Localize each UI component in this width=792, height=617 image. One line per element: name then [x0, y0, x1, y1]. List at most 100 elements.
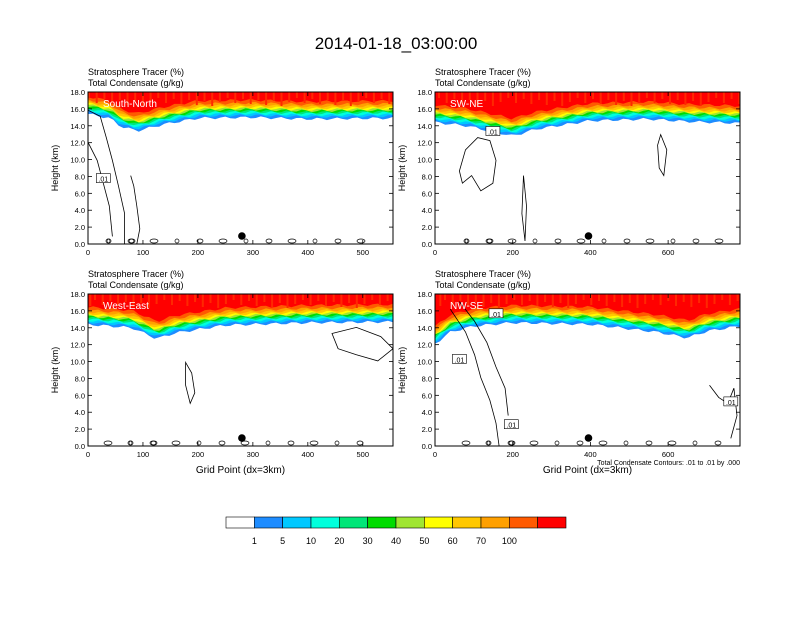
- surface-contour: [312, 238, 318, 244]
- contour-label: .01: [455, 357, 465, 364]
- tracer-streak: [630, 92, 633, 106]
- tracer-streak: [89, 294, 92, 306]
- y-tick-label: 14.0: [70, 122, 85, 131]
- surface-contour: [218, 238, 228, 244]
- panel-west-east: West-East Stratosphere Tracer (%)Total Co…: [50, 269, 394, 476]
- plot-frame: [434, 91, 741, 245]
- tracer-streak: [459, 294, 462, 301]
- tracer-band-11: [435, 294, 740, 326]
- subtitle-condensate: Total Condensate (g/kg): [435, 78, 531, 88]
- tracer-streak: [482, 294, 485, 307]
- y-tick-label: 0.0: [422, 442, 432, 451]
- subtitle-condensate: Total Condensate (g/kg): [88, 78, 184, 88]
- surface-contour: [334, 238, 342, 244]
- tracer-streak: [661, 92, 664, 99]
- tracer-streak: [126, 92, 129, 105]
- surface-contour: [486, 238, 494, 244]
- tracer-streak: [303, 92, 306, 103]
- x-tick-label: 200: [192, 450, 205, 459]
- tracer-streak: [132, 294, 135, 307]
- tracer-streak: [141, 92, 144, 106]
- condensate-contour-1: [185, 360, 196, 405]
- surface-contour: [171, 440, 181, 446]
- x-tick-label: 200: [192, 248, 205, 257]
- plot-frame: [87, 293, 394, 447]
- tracer-streak: [295, 92, 298, 98]
- tracer-streak: [551, 294, 554, 307]
- surface-contour: [576, 238, 586, 244]
- x-tick-label: 0: [433, 248, 437, 257]
- colorbar-label: 50: [419, 536, 429, 546]
- tracer-streak: [644, 294, 647, 304]
- tracer-streak: [155, 294, 158, 304]
- tracer-streak: [682, 294, 685, 302]
- tracer-streak: [209, 294, 212, 303]
- tracer-streak: [439, 294, 442, 306]
- subtitle-tracer: Stratosphere Tracer (%): [435, 67, 531, 77]
- tracer-streak: [605, 294, 608, 306]
- x-tick-label: 0: [433, 450, 437, 459]
- tracer-streak: [349, 92, 352, 106]
- tracer-band-11: [88, 294, 393, 322]
- surface-contour: [265, 238, 273, 244]
- colorbar-label: 70: [476, 536, 486, 546]
- tracer-streak: [165, 92, 167, 103]
- contour-label-box: [723, 396, 739, 407]
- y-tick-label: 16.0: [417, 105, 432, 114]
- subtitle-tracer: Stratosphere Tracer (%): [88, 269, 184, 279]
- surface-contour: [174, 238, 180, 244]
- tracer-streak: [613, 294, 616, 302]
- surface-contour: [309, 440, 319, 446]
- condensate-contour-2: [459, 301, 509, 416]
- surface-contour: [714, 238, 724, 244]
- surface-contour: [149, 238, 159, 244]
- tracer-streak: [286, 294, 289, 308]
- y-tick-label: 0.0: [75, 240, 85, 249]
- y-tick-label: 18.0: [70, 290, 85, 299]
- tracer-streak: [203, 92, 206, 101]
- location-marker: [584, 232, 593, 240]
- contour-label-box: [503, 419, 519, 430]
- y-tick-label: 12.0: [417, 139, 432, 148]
- surface-contour: [218, 440, 226, 446]
- tracer-streak: [484, 92, 487, 101]
- tracer-streak: [715, 92, 718, 98]
- surface-contour: [645, 238, 655, 244]
- tracer-streak: [721, 294, 724, 300]
- surface-contour: [692, 238, 700, 244]
- tracer-streak: [232, 294, 235, 300]
- x-tick-label: 600: [662, 450, 675, 459]
- tracer-streak: [334, 92, 337, 105]
- tracer-streak: [325, 294, 327, 306]
- surface-contour: [106, 238, 112, 244]
- y-tick-label: 18.0: [70, 88, 85, 97]
- tracer-streak: [288, 92, 291, 102]
- tracer-streak: [636, 294, 639, 308]
- colorbar-swatch: [537, 516, 567, 529]
- colorbar-label: 60: [448, 536, 458, 546]
- surface-contour: [334, 440, 340, 446]
- tracer-streak: [378, 294, 381, 305]
- surface-contour: [461, 440, 471, 446]
- tracer-streak: [713, 294, 716, 304]
- contour-label-box: [488, 308, 504, 319]
- tracer-streak: [363, 294, 366, 304]
- tracer-streak: [728, 294, 731, 305]
- y-tick-label: 2.0: [422, 425, 432, 434]
- surface-contour: [196, 238, 204, 244]
- surface-contour: [601, 238, 607, 244]
- tracer-streak: [326, 92, 329, 100]
- tracer-streak: [690, 294, 693, 307]
- tracer-streak: [467, 294, 470, 306]
- tracer-streak: [653, 92, 656, 103]
- tracer-streak: [371, 294, 374, 300]
- tracer-streak: [445, 92, 448, 103]
- surface-contour: [287, 238, 297, 244]
- condensate-contour-1: [449, 308, 500, 446]
- tracer-streak: [94, 294, 96, 300]
- tracer-streak: [224, 294, 227, 304]
- tracer-streak: [103, 92, 106, 99]
- tracer-streak: [684, 92, 687, 105]
- x-tick-label: 0: [86, 450, 90, 459]
- y-tick-label: 18.0: [417, 88, 432, 97]
